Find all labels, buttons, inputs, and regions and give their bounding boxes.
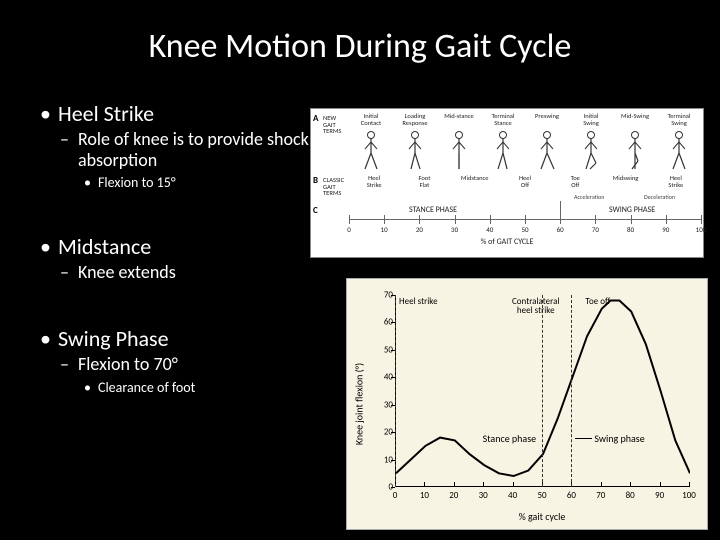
- walking-figure-icon: [657, 129, 701, 171]
- knee-flexion-curve: [396, 295, 690, 487]
- walking-figures-row: [349, 129, 701, 171]
- bullet-swing-subsub: Clearance of foot: [40, 379, 310, 396]
- chart-xtick: [483, 482, 484, 487]
- gait-axis-tick-label: 70: [592, 225, 599, 234]
- gait-axis-title: % of GAIT CYCLE: [311, 237, 703, 247]
- walking-figure-icon: [437, 129, 481, 171]
- chart-xtick-label: 80: [626, 490, 635, 501]
- chart-xtick-label: 30: [479, 490, 488, 501]
- swing-phase-annotation: Swing phase: [594, 432, 644, 445]
- chart-xtick-label: 60: [567, 490, 576, 501]
- contralateral-hs-marker-label: Contralateralheel strike: [512, 297, 560, 316]
- chart-xtick: [660, 482, 661, 487]
- chart-xtick-label: 40: [508, 490, 517, 501]
- classic-term-cell: FootFlat: [399, 175, 449, 197]
- bullet-heel-strike: Heel Strike: [40, 100, 310, 127]
- row-letter-c: C: [313, 205, 318, 216]
- gait-phase-diagram: A B C NEW GAIT TERMS InitialContactLoadi…: [310, 108, 704, 258]
- gait-axis-tick: [384, 215, 385, 224]
- stance-swing-divider: [560, 201, 561, 219]
- bullet-list: Heel Strike Role of knee is to provide s…: [40, 100, 310, 396]
- walking-figure-icon: [569, 129, 613, 171]
- swing-arrow: [575, 438, 592, 439]
- chart-xtick-label: 90: [655, 490, 664, 501]
- gait-axis-tick-label: 40: [486, 225, 493, 234]
- walking-figure-icon: [393, 129, 437, 171]
- walking-figure-icon: [349, 129, 393, 171]
- classic-term-cell: HeelStrike: [349, 175, 399, 197]
- acceleration-label: Acceleration: [574, 193, 604, 201]
- gait-axis-tick-label: 80: [627, 225, 634, 234]
- chart-xtick-label: 20: [449, 490, 458, 501]
- chart-xtick-label: 70: [596, 490, 605, 501]
- bullet-heel-strike-subsub: Flexion to 15°: [40, 174, 310, 191]
- new-terms-label: NEW GAIT TERMS: [315, 113, 349, 135]
- gait-axis-tick: [595, 215, 596, 224]
- gait-axis-tick: [525, 215, 526, 224]
- classic-term-cell: HeelOff: [500, 175, 550, 197]
- chart-xtick: [513, 482, 514, 487]
- bullet-midstance: Midstance: [40, 233, 310, 260]
- classic-term-cell: Midstance: [450, 175, 500, 197]
- gait-axis-tick-label: 100: [696, 225, 707, 234]
- gait-axis-tick-label: 50: [521, 225, 528, 234]
- walking-figure-icon: [613, 129, 657, 171]
- heel-strike-marker-label: Heel strike: [399, 297, 438, 306]
- chart-xtick-label: 100: [682, 490, 696, 501]
- chart-xtick-label: 10: [420, 490, 429, 501]
- bullet-midstance-sub: Knee extends: [40, 262, 310, 283]
- gait-axis-tick-label: 0: [347, 225, 351, 234]
- chart-xlabel: % gait cycle: [395, 510, 689, 523]
- toe-off-marker: [571, 295, 572, 487]
- gait-axis-tick: [666, 215, 667, 224]
- bullet-swing: Swing Phase: [40, 325, 310, 352]
- stance-phase-label: STANCE PHASE: [409, 205, 457, 215]
- chart-xtick: [689, 482, 690, 487]
- gait-axis-tick: [455, 215, 456, 224]
- chart-xtick-label: 0: [393, 490, 398, 501]
- chart-xtick-label: 50: [537, 490, 546, 501]
- swing-phase-label: SWING PHASE: [609, 205, 655, 215]
- gait-axis-tick-label: 30: [451, 225, 458, 234]
- gait-axis-tick: [490, 215, 491, 224]
- chart-ytick: [391, 487, 395, 488]
- gait-axis-tick: [419, 215, 420, 224]
- gait-axis-tick-label: 60: [557, 225, 564, 234]
- bullet-swing-sub: Flexion to 70°: [40, 354, 310, 375]
- knee-flexion-chart: Knee joint flexion (°) % gait cycle 0 10 2…: [346, 278, 708, 530]
- chart-xtick: [424, 482, 425, 487]
- gait-axis-tick-label: 20: [416, 225, 423, 234]
- phase-axis: STANCE PHASE SWING PHASE Acceleration De…: [349, 201, 701, 235]
- chart-xtick: [454, 482, 455, 487]
- gait-axis-tick: [701, 215, 702, 224]
- gait-axis-tick-label: 10: [381, 225, 388, 234]
- slide-title: Knee Motion During Gait Cycle: [0, 0, 720, 77]
- gait-axis-tick: [631, 215, 632, 224]
- classic-terms-label: CLASSIC GAIT TERMS: [315, 175, 349, 197]
- gait-axis-tick: [349, 215, 350, 224]
- walking-figure-icon: [481, 129, 525, 171]
- chart-xtick: [630, 482, 631, 487]
- gait-axis-tick-label: 90: [662, 225, 669, 234]
- bullet-heel-strike-sub: Role of knee is to provide shock absorpt…: [40, 129, 310, 170]
- deceleration-label: Deceleration: [644, 193, 675, 201]
- walking-figure-icon: [525, 129, 569, 171]
- heel-strike-marker: [395, 295, 396, 487]
- chart-ylabel: Knee joint flexion (°): [353, 363, 366, 445]
- stance-phase-annotation: Stance phase: [483, 432, 537, 445]
- toe-off-marker-label: Toe off: [585, 297, 610, 306]
- contralateral-hs-marker: [542, 295, 543, 487]
- chart-xtick: [601, 482, 602, 487]
